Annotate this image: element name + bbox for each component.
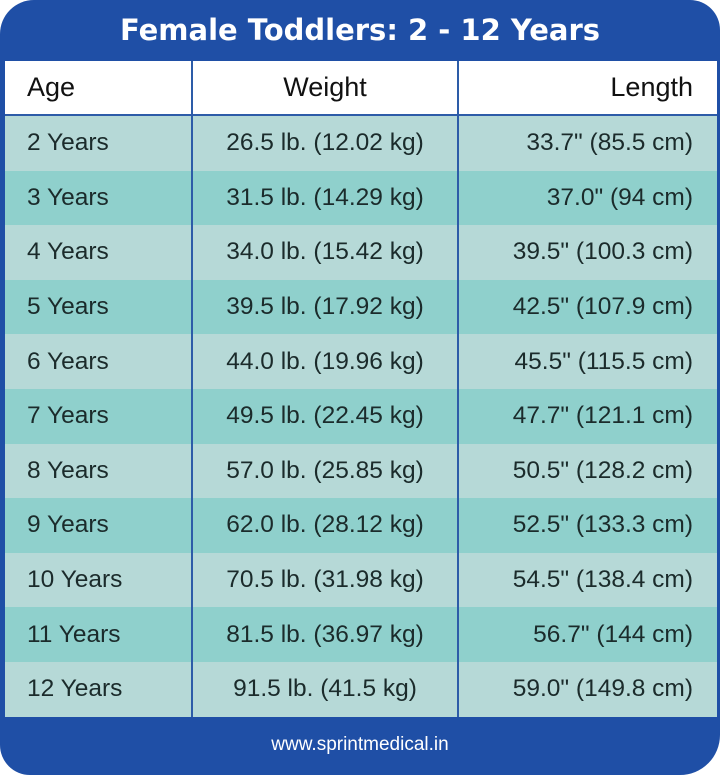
age-cell: 7 Years [5, 388, 193, 444]
age-cell: 8 Years [5, 443, 193, 499]
length-cell: 33.7" (85.5 cm) [458, 115, 717, 171]
length-cell: 56.7" (144 cm) [458, 607, 717, 662]
growth-table: Age Weight Length 2 Years 26.5 lb. (12.02… [5, 61, 717, 717]
length-cell: 47.7" (121.1 cm) [458, 388, 717, 444]
age-cell: 12 Years [5, 661, 193, 717]
table-row: 3 Years 31.5 lb. (14.29 kg) 37.0" (94 cm) [5, 170, 717, 226]
length-cell: 54.5" (138.4 cm) [458, 552, 717, 608]
age-cell: 5 Years [5, 279, 193, 335]
header-age: Age [5, 61, 193, 116]
age-cell: 3 Years [5, 170, 193, 226]
header-weight: Weight [192, 61, 459, 116]
table-row: 4 Years 34.0 lb. (15.42 kg) 39.5" (100.3 c… [5, 225, 717, 280]
age-cell: 6 Years [5, 334, 193, 389]
length-cell: 59.0" (149.8 cm) [458, 661, 717, 717]
age-cell: 9 Years [5, 498, 193, 553]
weight-cell: 49.5 lb. (22.45 kg) [192, 388, 459, 444]
length-cell: 39.5" (100.3 cm) [458, 225, 717, 280]
website-link[interactable]: www.sprintmedical.in [271, 734, 449, 755]
header-length: Length [458, 61, 717, 116]
weight-cell: 70.5 lb. (31.98 kg) [192, 552, 459, 608]
table-row: 10 Years 70.5 lb. (31.98 kg) 54.5" (138.4 … [5, 552, 717, 608]
age-cell: 11 Years [5, 607, 193, 662]
length-cell: 45.5" (115.5 cm) [458, 334, 717, 389]
weight-cell: 34.0 lb. (15.42 kg) [192, 225, 459, 280]
length-cell: 37.0" (94 cm) [458, 170, 717, 226]
weight-cell: 26.5 lb. (12.02 kg) [192, 115, 459, 171]
weight-cell: 57.0 lb. (25.85 kg) [192, 443, 459, 499]
age-cell: 2 Years [5, 115, 193, 171]
table-row: 5 Years 39.5 lb. (17.92 kg) 42.5" (107.9 c… [5, 279, 717, 335]
length-cell: 52.5" (133.3 cm) [458, 498, 717, 553]
weight-cell: 62.0 lb. (28.12 kg) [192, 498, 459, 553]
weight-cell: 91.5 lb. (41.5 kg) [192, 661, 459, 717]
weight-cell: 44.0 lb. (19.96 kg) [192, 334, 459, 389]
table-row: 9 Years 62.0 lb. (28.12 kg) 52.5" (133.3 c… [5, 498, 717, 553]
weight-cell: 39.5 lb. (17.92 kg) [192, 279, 459, 335]
weight-cell: 81.5 lb. (36.97 kg) [192, 607, 459, 662]
table-row: 12 Years 91.5 lb. (41.5 kg) 59.0" (149.8 c… [5, 661, 717, 717]
age-cell: 10 Years [5, 552, 193, 608]
length-cell: 42.5" (107.9 cm) [458, 279, 717, 335]
weight-cell: 31.5 lb. (14.29 kg) [192, 170, 459, 226]
table-row: 11 Years 81.5 lb. (36.97 kg) 56.7" (144 cm… [5, 607, 717, 662]
age-cell: 4 Years [5, 225, 193, 280]
header-row: Age Weight Length [5, 61, 717, 116]
table-row: 8 Years 57.0 lb. (25.85 kg) 50.5" (128.2 c… [5, 443, 717, 499]
length-cell: 50.5" (128.2 cm) [458, 443, 717, 499]
chart-title: Female Toddlers: 2 - 12 Years [119, 13, 601, 47]
table-row: 6 Years 44.0 lb. (19.96 kg) 45.5" (115.5 c… [5, 334, 717, 389]
table-row: 2 Years 26.5 lb. (12.02 kg) 33.7" (85.5 cm… [5, 115, 717, 171]
table-row: 7 Years 49.5 lb. (22.45 kg) 47.7" (121.1 c… [5, 388, 717, 444]
